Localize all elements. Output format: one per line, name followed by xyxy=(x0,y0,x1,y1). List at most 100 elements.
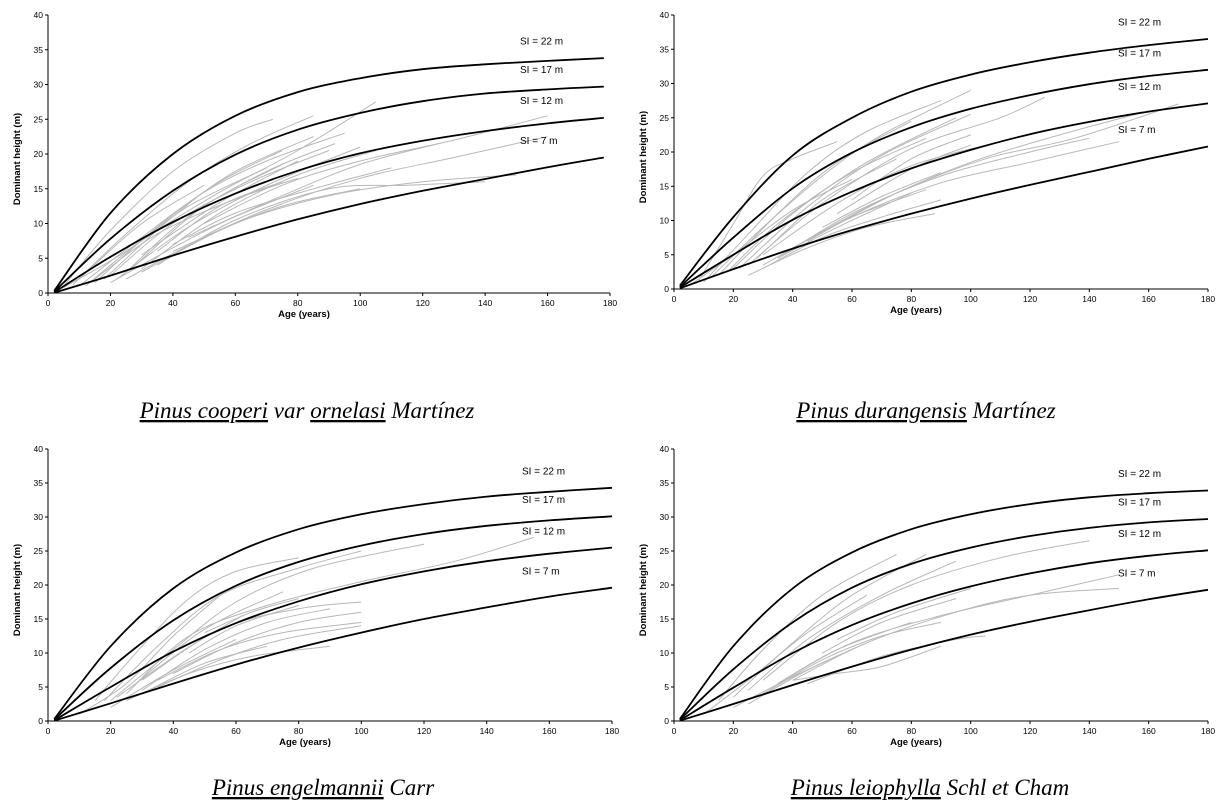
stand-trajectory xyxy=(792,110,1149,249)
stand-trajectory xyxy=(822,598,956,654)
x-tick-label: 120 xyxy=(416,298,430,308)
stand-trajectory xyxy=(135,163,283,266)
site-index-curve xyxy=(679,489,1209,720)
y-tick-label: 15 xyxy=(34,184,44,194)
stand-trajectory xyxy=(732,117,957,269)
y-tick-label: 5 xyxy=(38,682,43,692)
y-tick-label: 10 xyxy=(660,648,670,658)
y-tick-label: 0 xyxy=(664,284,669,294)
stand-trajectory xyxy=(697,141,838,283)
stand-trajectory xyxy=(116,146,361,280)
x-tick-label: 120 xyxy=(417,726,431,736)
stand-trajectory xyxy=(125,143,336,273)
x-tick-label: 0 xyxy=(672,726,677,736)
x-tick-label: 60 xyxy=(231,298,241,308)
y-tick-label: 20 xyxy=(660,580,670,590)
stand-trajectory xyxy=(777,192,912,259)
y-tick-label: 35 xyxy=(660,478,670,488)
y-tick-label: 10 xyxy=(34,219,44,229)
y-axis-label: Dominant height (m) xyxy=(638,111,649,203)
caption-part: Schl et Cham xyxy=(941,775,1069,800)
x-axis-label: Age (years) xyxy=(279,737,331,748)
x-tick-label: 40 xyxy=(168,298,178,308)
y-tick-label: 35 xyxy=(34,478,44,488)
site-index-curve xyxy=(679,102,1209,289)
x-tick-label: 40 xyxy=(788,726,798,736)
site-index-curve xyxy=(53,57,604,292)
y-tick-label: 30 xyxy=(34,80,44,90)
x-tick-label: 0 xyxy=(46,726,51,736)
x-tick-label: 100 xyxy=(964,726,978,736)
site-index-curve xyxy=(679,549,1209,722)
y-tick-label: 25 xyxy=(34,546,44,556)
x-tick-label: 80 xyxy=(907,294,917,304)
x-tick-label: 160 xyxy=(542,726,556,736)
stand-trajectory xyxy=(72,115,314,286)
stand-trajectory xyxy=(157,181,283,252)
x-tick-label: 80 xyxy=(907,726,917,736)
stand-trajectory xyxy=(792,645,942,681)
site-index-curve xyxy=(53,515,613,721)
y-tick-label: 5 xyxy=(38,253,43,263)
stand-trajectory xyxy=(141,174,517,273)
y-tick-label: 15 xyxy=(660,181,670,191)
site-index-curve xyxy=(679,588,1209,722)
x-tick-label: 40 xyxy=(169,726,179,736)
x-tick-label: 120 xyxy=(1023,726,1037,736)
stand-trajectory xyxy=(126,645,331,702)
y-tick-label: 25 xyxy=(660,113,670,123)
stand-trajectory xyxy=(157,625,362,688)
caption-part: Pinus cooperi xyxy=(139,398,268,423)
site-index-curve xyxy=(53,117,604,294)
x-tick-label: 0 xyxy=(46,298,51,308)
stand-trajectory xyxy=(94,177,298,280)
y-tick-label: 25 xyxy=(34,114,44,124)
species-caption: Pinus cooperi var ornelasi Martínez xyxy=(139,398,475,423)
stand-trajectory xyxy=(807,103,1179,242)
y-axis-label: Dominant height (m) xyxy=(638,544,649,636)
series-label: SI = 22 m xyxy=(1118,18,1161,29)
stand-trajectory xyxy=(762,540,1090,681)
x-tick-label: 160 xyxy=(540,298,554,308)
stand-trajectory xyxy=(125,536,534,695)
site-index-curve xyxy=(679,145,1209,290)
x-tick-label: 100 xyxy=(353,298,367,308)
species-caption: Pinus durangensis Martínez xyxy=(795,398,1055,423)
y-tick-label: 20 xyxy=(34,149,44,159)
y-tick-label: 0 xyxy=(38,288,43,298)
site-index-curve xyxy=(53,486,613,720)
caption-part: Pinus engelmannii xyxy=(211,775,384,800)
series-label: SI = 7 m xyxy=(1118,125,1156,136)
x-tick-label: 140 xyxy=(1082,294,1096,304)
y-tick-label: 30 xyxy=(660,79,670,89)
series-label: SI = 22 m xyxy=(1118,469,1161,480)
stand-trajectory xyxy=(747,96,1046,266)
stand-trajectory xyxy=(718,553,897,701)
x-axis-label: Age (years) xyxy=(278,309,330,320)
y-tick-label: 35 xyxy=(660,44,670,54)
x-tick-label: 80 xyxy=(293,298,303,308)
species-caption: Pinus engelmannii Carr xyxy=(211,775,435,800)
stand-trajectory xyxy=(157,621,362,681)
x-tick-label: 20 xyxy=(729,726,739,736)
stand-trajectory xyxy=(78,184,205,280)
x-axis-label: Age (years) xyxy=(890,305,942,316)
stand-trajectory xyxy=(703,100,942,283)
series-label: SI = 7 m xyxy=(520,136,558,147)
y-tick-label: 10 xyxy=(34,648,44,658)
stand-trajectory xyxy=(822,172,942,228)
stand-trajectory xyxy=(836,587,971,640)
stand-trajectory xyxy=(141,160,299,256)
x-tick-label: 100 xyxy=(354,726,368,736)
stand-trajectory xyxy=(203,115,548,224)
x-tick-label: 60 xyxy=(847,294,857,304)
y-axis-label: Dominant height (m) xyxy=(12,113,23,205)
stand-trajectory xyxy=(135,591,284,684)
x-tick-label: 140 xyxy=(1082,726,1096,736)
y-tick-label: 5 xyxy=(664,682,669,692)
y-tick-label: 40 xyxy=(34,10,44,20)
stand-trajectory xyxy=(777,621,912,685)
stand-trajectory xyxy=(188,604,299,654)
series-label: SI = 17 m xyxy=(520,65,563,76)
series-label: SI = 12 m xyxy=(1118,82,1161,93)
